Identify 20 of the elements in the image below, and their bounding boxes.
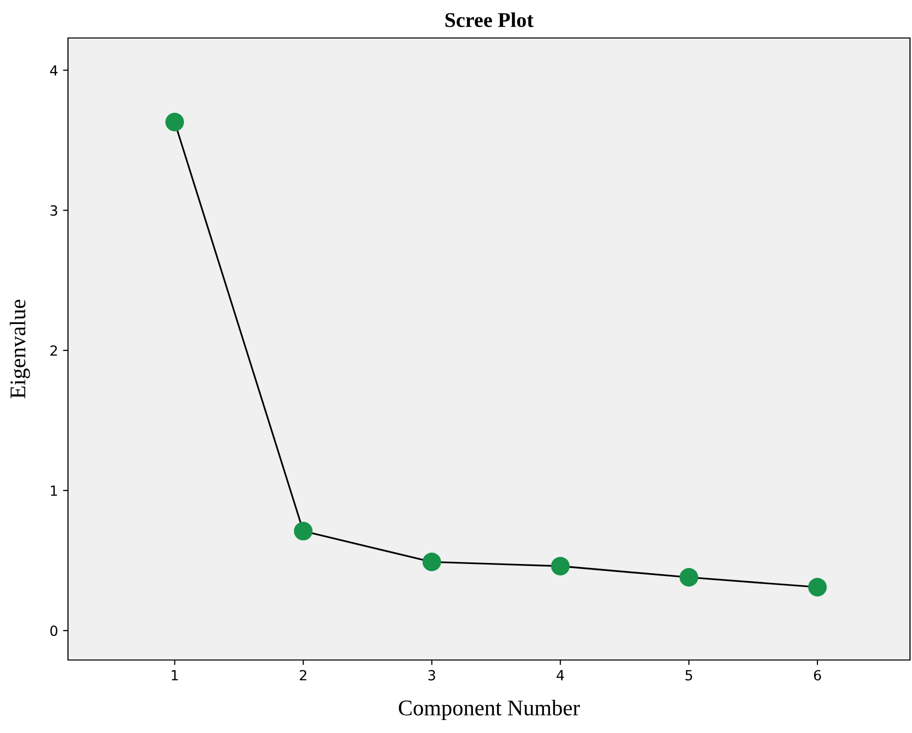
point bbox=[294, 522, 313, 540]
x-tick-label: 2 bbox=[300, 670, 306, 680]
y-tick-label: 3 bbox=[50, 205, 58, 216]
x-tick-label: 1 bbox=[172, 670, 178, 680]
x-tick-label: 4 bbox=[556, 670, 564, 680]
y-tick-label: 0 bbox=[50, 626, 58, 636]
x-tick-label: 5 bbox=[686, 670, 692, 680]
y-axis-title: Eigenvalue bbox=[10, 300, 30, 398]
y-tick-label: 4 bbox=[50, 65, 58, 76]
point bbox=[680, 568, 698, 587]
point bbox=[551, 556, 570, 576]
chart-title: Scree Plot bbox=[445, 12, 534, 28]
y-tick-label: 1 bbox=[50, 486, 57, 496]
y-tick-label: 2 bbox=[50, 345, 57, 356]
x-tick-label: 3 bbox=[428, 670, 436, 680]
x-axis-title: Component Number bbox=[398, 700, 580, 720]
point bbox=[422, 552, 442, 572]
point bbox=[808, 578, 827, 596]
point bbox=[165, 112, 184, 132]
x-tick-label: 6 bbox=[814, 670, 821, 680]
